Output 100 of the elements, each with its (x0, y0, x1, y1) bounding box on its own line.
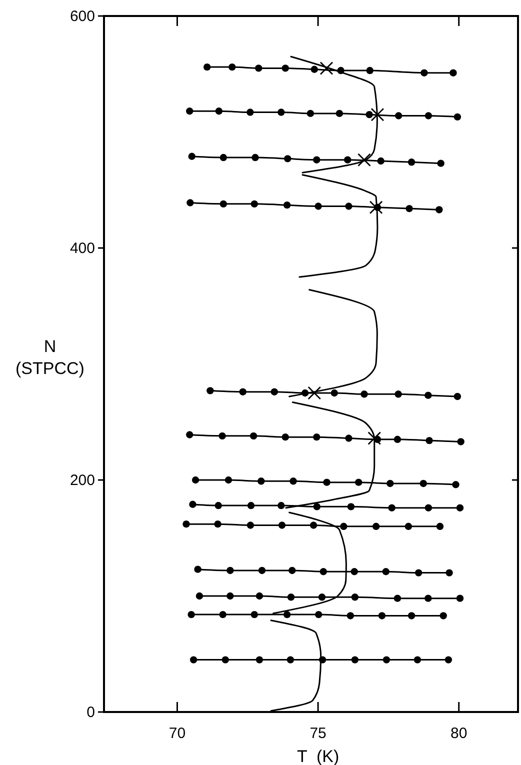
point (366, 111, 373, 118)
point (306, 110, 314, 118)
point (258, 566, 266, 574)
point (313, 156, 320, 164)
point (382, 656, 390, 664)
point (192, 476, 200, 484)
point (454, 392, 462, 400)
point (287, 594, 295, 601)
point (270, 388, 278, 396)
point (252, 154, 259, 162)
point (366, 66, 374, 74)
point (224, 476, 232, 484)
point (420, 480, 427, 488)
point (247, 502, 255, 510)
point (457, 438, 464, 446)
y-axis-title: N (STPCC) (16, 337, 84, 378)
point (394, 594, 402, 602)
point (219, 610, 226, 618)
point (350, 568, 358, 576)
point (282, 64, 289, 72)
point (228, 63, 236, 71)
point (186, 199, 194, 206)
point (318, 594, 326, 601)
point (250, 610, 258, 618)
point (196, 592, 204, 600)
point (414, 569, 422, 576)
point (218, 432, 226, 440)
point (215, 108, 223, 115)
point (456, 504, 464, 512)
point (246, 108, 254, 116)
point (444, 656, 452, 664)
point (377, 157, 384, 165)
point (382, 568, 390, 576)
y-tick-label: 600 (70, 8, 95, 25)
y-tick-label: 400 (70, 240, 95, 257)
point (351, 594, 359, 601)
point (222, 656, 229, 664)
point (283, 201, 291, 209)
point (370, 108, 384, 122)
point (452, 481, 460, 488)
y-tick-label: 200 (70, 472, 95, 489)
point (258, 478, 265, 485)
point (424, 112, 432, 120)
point (345, 202, 352, 210)
point (182, 520, 190, 528)
point (424, 504, 432, 512)
point (404, 522, 412, 530)
point (320, 568, 327, 576)
point (426, 436, 433, 444)
point (188, 152, 196, 160)
point (286, 656, 294, 664)
point (310, 522, 318, 529)
point (330, 389, 338, 397)
point (360, 390, 368, 398)
point (369, 200, 383, 214)
point (408, 612, 416, 620)
point (190, 656, 198, 664)
point (255, 64, 262, 72)
point (313, 433, 320, 441)
point (345, 434, 352, 442)
point (315, 610, 322, 618)
point (246, 522, 254, 529)
point (278, 502, 285, 510)
point (336, 110, 344, 118)
x-tick-label: 80 (450, 725, 468, 742)
point (386, 480, 394, 488)
point (440, 612, 447, 620)
point (226, 592, 234, 600)
point (310, 66, 318, 73)
point (226, 566, 234, 574)
point (406, 204, 413, 212)
point (408, 158, 416, 166)
point (436, 206, 443, 214)
point (278, 522, 286, 529)
point (378, 612, 386, 620)
point (189, 500, 196, 508)
point (424, 392, 432, 399)
point (288, 566, 296, 574)
point (351, 656, 359, 664)
point (308, 386, 322, 400)
point (194, 566, 202, 573)
point (220, 200, 228, 208)
point (347, 503, 355, 510)
point (340, 522, 348, 530)
x-tick-label: 75 (310, 725, 326, 742)
y-tick-label: 0 (86, 704, 95, 721)
point (250, 200, 258, 208)
point (283, 610, 291, 618)
x-tick-label: 70 (168, 725, 186, 742)
point (420, 69, 428, 76)
point (284, 155, 292, 162)
point (344, 156, 352, 164)
point (250, 432, 258, 440)
point (186, 431, 194, 438)
point (206, 387, 214, 394)
point (394, 112, 402, 120)
point (394, 436, 402, 443)
point (446, 569, 453, 576)
point (424, 594, 432, 602)
point (256, 592, 264, 600)
